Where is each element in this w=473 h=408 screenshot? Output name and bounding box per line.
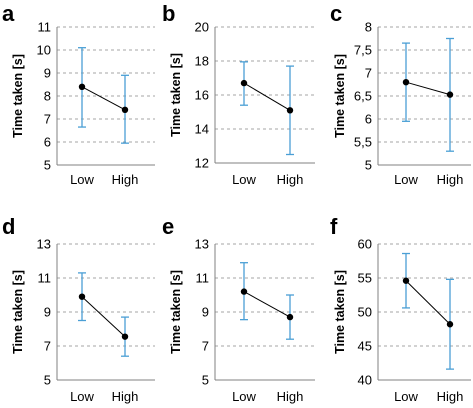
y-axis-label-f: Time taken [s] — [333, 270, 347, 354]
series-line-d — [81, 296, 126, 338]
data-point-a-high — [121, 106, 129, 114]
y-tick-label-f: 50 — [358, 305, 372, 320]
panel-b: b Time taken [s] 12 14 16 18 20 Low High — [162, 1, 315, 187]
y-tick-label-b: 18 — [195, 54, 209, 69]
panel-f: f Time taken [s] 40 45 50 55 60 Low High — [330, 214, 471, 404]
y-axis-label-c: Time taken [s] — [333, 54, 347, 138]
data-point-c-high — [446, 91, 454, 98]
series-line-a — [81, 86, 126, 111]
y-tick-label-b: 20 — [195, 20, 209, 35]
x-tick-label-d-high: High — [112, 389, 139, 404]
x-tick-label-e-high: High — [277, 389, 304, 404]
x-tick-label-f-low: Low — [394, 389, 418, 404]
x-tick-label-c-high: High — [437, 172, 464, 187]
series-line-b — [243, 82, 291, 111]
y-tick-label-d: 9 — [44, 305, 51, 320]
data-point-a-low — [78, 83, 86, 91]
panel-label-d: d — [2, 214, 15, 239]
x-tick-label-b-low: Low — [232, 172, 256, 187]
y-tick-label-d: 11 — [38, 271, 52, 286]
panel-label-b: b — [162, 1, 175, 26]
panel-label-f: f — [330, 214, 338, 239]
y-axis-label-e: Time taken [s] — [169, 270, 183, 354]
y-tick-label-d: 5 — [44, 373, 51, 388]
data-point-f-low — [402, 277, 410, 284]
series-line-f — [405, 280, 451, 325]
y-tick-label-d: 7 — [44, 339, 51, 354]
y-tick-label-a: 11 — [38, 20, 52, 35]
data-point-d-high — [121, 333, 129, 340]
panel-e: e Time taken [s] 5 7 9 11 13 Low High — [162, 214, 315, 404]
y-tick-label-c: 5 — [365, 158, 372, 173]
x-tick-label-e-low: Low — [232, 389, 256, 404]
y-tick-label-c: 6 — [365, 112, 372, 127]
panel-label-a: a — [2, 1, 15, 26]
y-tick-label-f: 45 — [358, 339, 372, 354]
y-tick-label-f: 55 — [358, 271, 372, 286]
y-tick-label-b: 16 — [195, 88, 209, 103]
y-tick-label-c: 7 — [365, 66, 372, 81]
y-tick-label-e: 7 — [202, 339, 209, 354]
data-point-c-low — [402, 79, 410, 86]
y-axis-label-b: Time taken [s] — [169, 53, 183, 137]
data-point-b-low — [240, 79, 248, 87]
y-tick-label-e: 5 — [202, 373, 209, 388]
y-tick-label-a: 6 — [44, 135, 51, 150]
data-point-e-low — [240, 288, 248, 295]
panel-c: c Time taken [s] 5 5,5 6 6,5 7 7,5 8 Low High — [330, 1, 471, 187]
x-tick-label-b-high: High — [277, 172, 304, 187]
y-tick-label-c: 7,5 — [354, 43, 372, 58]
panel-d: d Time taken [s] 5 7 9 11 13 Low High — [2, 214, 155, 404]
panel-label-c: c — [330, 1, 342, 26]
y-axis-label-a: Time taken [s] — [11, 54, 25, 138]
series-line-c — [405, 81, 451, 96]
panel-label-e: e — [162, 214, 174, 239]
y-tick-label-d: 13 — [37, 237, 51, 252]
y-axis-label-d: Time taken [s] — [11, 270, 25, 354]
y-tick-label-e: 11 — [196, 271, 210, 286]
x-tick-label-f-high: High — [437, 389, 464, 404]
panel-a: a Time taken [s] 5 6 7 8 9 10 11 Low High — [2, 1, 155, 187]
y-tick-label-a: 8 — [44, 89, 51, 104]
series-line-e — [243, 291, 291, 318]
y-tick-label-f: 60 — [358, 237, 372, 252]
y-tick-label-a: 5 — [44, 158, 51, 173]
y-tick-label-b: 12 — [195, 156, 209, 171]
data-point-f-high — [446, 321, 454, 328]
y-tick-label-c: 8 — [365, 20, 372, 35]
y-tick-label-e: 13 — [195, 237, 209, 252]
y-tick-label-c: 5,5 — [354, 135, 372, 150]
y-tick-label-f: 40 — [358, 373, 372, 388]
y-tick-label-a: 10 — [37, 43, 51, 58]
data-point-b-high — [286, 107, 294, 114]
x-tick-label-a-low: Low — [70, 172, 94, 187]
y-tick-label-b: 14 — [195, 122, 209, 137]
x-tick-label-a-high: High — [112, 172, 139, 187]
y-tick-label-a: 9 — [44, 66, 51, 81]
x-tick-label-d-low: Low — [70, 389, 94, 404]
y-tick-label-a: 7 — [44, 112, 51, 127]
x-tick-label-c-low: Low — [394, 172, 418, 187]
data-point-e-high — [286, 313, 294, 321]
y-tick-label-e: 9 — [202, 305, 209, 320]
y-tick-label-c: 6,5 — [354, 89, 372, 104]
data-point-d-low — [78, 293, 86, 300]
